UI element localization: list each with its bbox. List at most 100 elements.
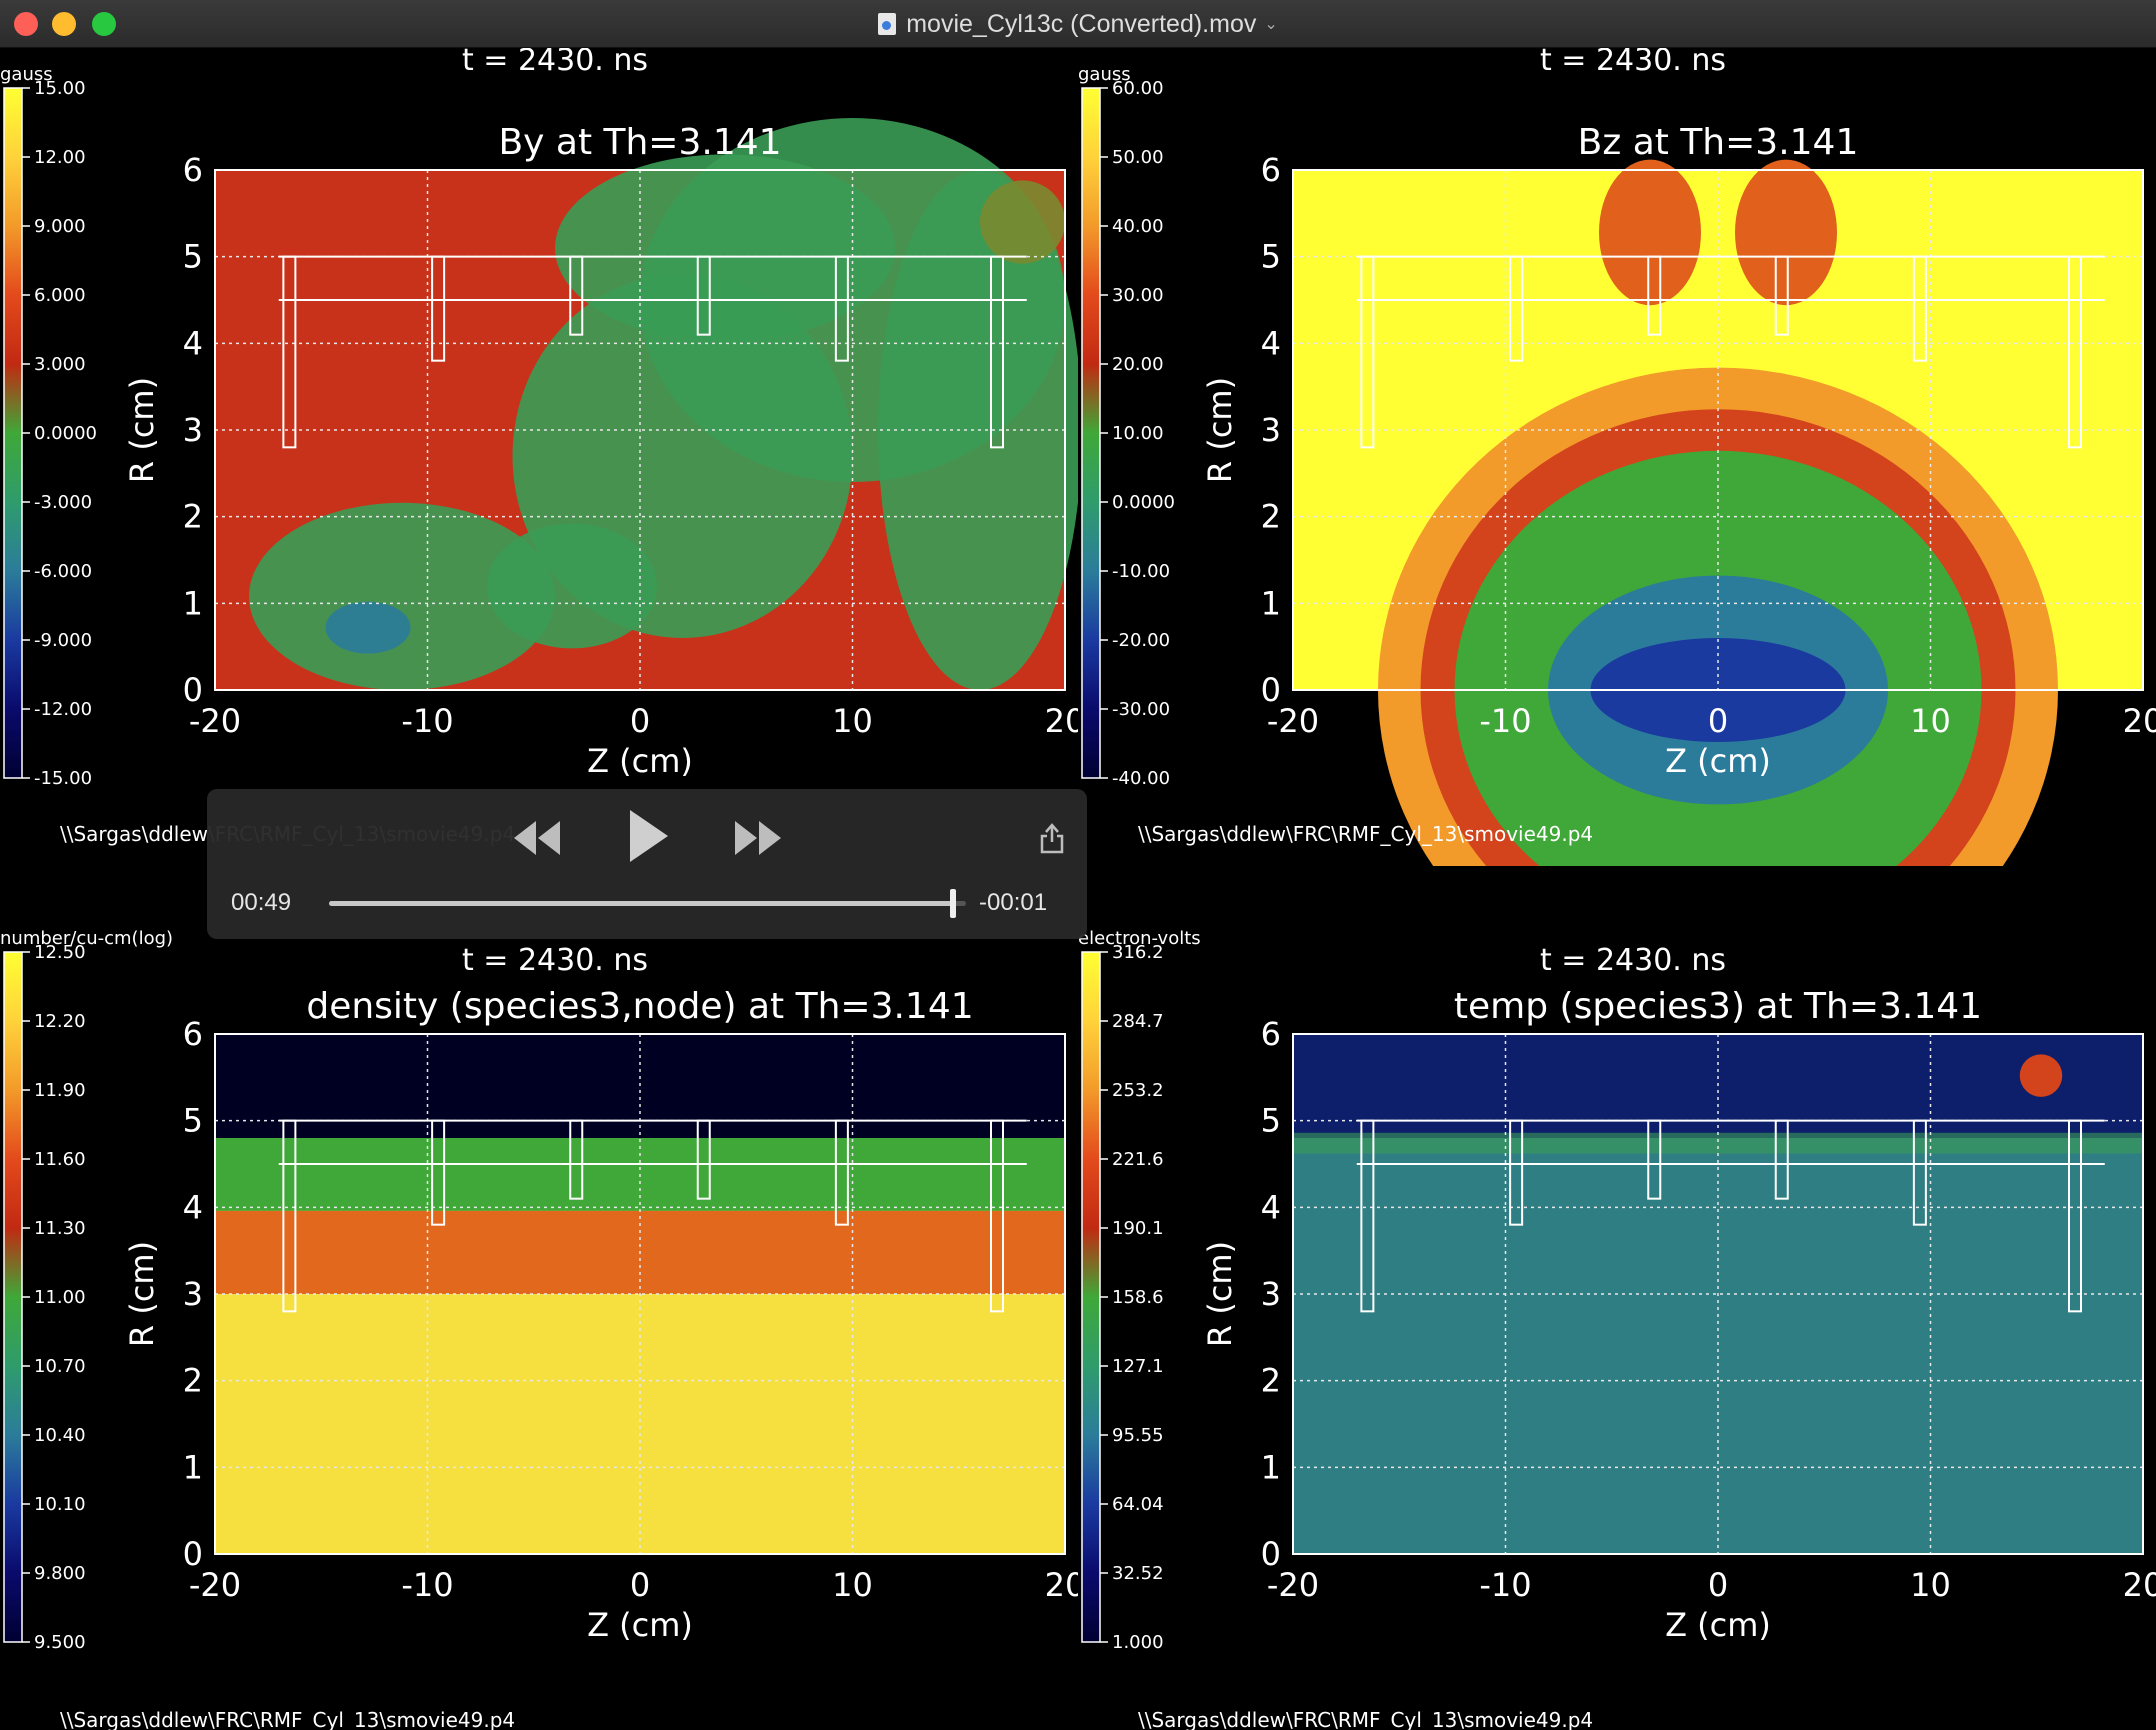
playback-controls: 00:49 -00:01 xyxy=(207,789,1087,939)
colorbar-tick-label: 60.00 xyxy=(1112,78,1164,99)
share-icon xyxy=(1040,823,1064,854)
colorbar-tick-label: -15.00 xyxy=(34,768,92,789)
colorbar-tick-label: 3.000 xyxy=(34,354,86,375)
movie-frame[interactable]: t = 2430. ns gauss 15.00 12.00 9.000 6.000 3.0… xyxy=(0,48,2156,1730)
colorbar-tick-label: 9.000 xyxy=(34,216,86,237)
rewind-button[interactable] xyxy=(510,817,562,859)
colorbar xyxy=(1081,87,1101,779)
plot-panel-1: t = 2430. ns gauss 15.00 12.00 9.000 6.000 3.0… xyxy=(0,48,1078,866)
y-axis-label: R (cm) xyxy=(1201,377,1239,483)
y-tick-label: 3 xyxy=(183,1275,203,1313)
scrubber-handle[interactable] xyxy=(950,889,957,918)
plot-frame xyxy=(214,169,1066,691)
coil-post xyxy=(569,255,584,336)
y-axis-label: R (cm) xyxy=(123,1241,161,1347)
y-tick-label: 2 xyxy=(1261,498,1281,536)
colorbar-tick-label: -40.00 xyxy=(1112,768,1170,789)
x-tick-label: 0 xyxy=(1708,702,1728,740)
colorbar-unit-label: electron-volts xyxy=(1078,928,1201,949)
colorbar xyxy=(3,87,23,779)
y-tick-label: 3 xyxy=(1261,1275,1281,1313)
coil-post xyxy=(1509,1119,1524,1226)
play-button[interactable] xyxy=(626,807,670,865)
footer-path: \\Sargas\ddlew\FRC\RMF_Cyl_13\smovie49.p… xyxy=(60,1708,515,1730)
time-label: t = 2430. ns xyxy=(462,48,648,78)
y-tick-label: 4 xyxy=(1261,324,1281,362)
colorbar-tick-label: 11.60 xyxy=(34,1149,86,1170)
colorbar-tick-label: 30.00 xyxy=(1112,285,1164,306)
x-tick-label: 10 xyxy=(1910,1566,1951,1604)
fast-forward-button[interactable] xyxy=(733,817,785,859)
colorbar-tick-label: 10.00 xyxy=(1112,423,1164,444)
play-icon xyxy=(630,810,668,862)
x-tick-label: 10 xyxy=(1910,702,1951,740)
y-tick-label: 0 xyxy=(183,671,203,709)
y-tick-label: 3 xyxy=(1261,411,1281,449)
y-tick-label: 2 xyxy=(183,1362,203,1400)
colorbar-tick-label: 15.00 xyxy=(34,78,86,99)
x-tick-label: 20 xyxy=(2123,702,2156,740)
plot-title: temp (species3) at Th=3.141 xyxy=(1454,986,1982,1027)
scrubber-track[interactable] xyxy=(329,889,966,918)
plot-canvas: t = 2430. ns number/cu-cm(log)12.50 12.20 1… xyxy=(0,928,1078,1730)
colorbar-tick-label: 1.000 xyxy=(1112,1632,1164,1653)
coil-post xyxy=(2068,1119,2082,1313)
coil-post xyxy=(1647,255,1662,336)
zoom-window-button[interactable] xyxy=(92,12,116,36)
y-tick-label: 6 xyxy=(183,151,203,189)
colorbar-tick-label: -9.000 xyxy=(34,630,92,651)
coil-post xyxy=(834,255,849,362)
minimize-window-button[interactable] xyxy=(52,12,76,36)
colorbar-tick-label: 0.0000 xyxy=(34,423,97,444)
colorbar-tick-label: 10.40 xyxy=(34,1425,86,1446)
colorbar-tick-label: 9.800 xyxy=(34,1563,86,1584)
coil-post xyxy=(431,255,446,362)
footer-path: \\Sargas\ddlew\FRC\RMF_Cyl_13\smovie49.p… xyxy=(1138,822,1593,846)
colorbar-tick-label: 253.2 xyxy=(1112,1080,1164,1101)
y-tick-label: 6 xyxy=(183,1015,203,1053)
colorbar-tick-label: 6.000 xyxy=(34,285,86,306)
colorbar-tick-label: -12.00 xyxy=(34,699,92,720)
plot-title: density (species3,node) at Th=3.141 xyxy=(306,986,973,1027)
y-axis-label: R (cm) xyxy=(123,377,161,483)
colorbar-tick-label: -30.00 xyxy=(1112,699,1170,720)
rewind-icon xyxy=(514,821,560,855)
y-tick-label: 1 xyxy=(183,584,203,622)
x-axis-label: Z (cm) xyxy=(587,1606,693,1644)
plot-frame xyxy=(1292,169,2144,691)
colorbar-tick-label: 32.52 xyxy=(1112,1563,1164,1584)
coil-post xyxy=(1647,1119,1662,1200)
colorbar-tick-label: -10.00 xyxy=(1112,561,1170,582)
fast-forward-icon xyxy=(735,821,781,855)
window-titlebar: movie_Cyl13c (Converted).mov ⌄ xyxy=(0,0,2156,48)
coil-post xyxy=(1912,255,1927,362)
colorbar-tick-label: 50.00 xyxy=(1112,147,1164,168)
x-tick-label: 0 xyxy=(630,1566,650,1604)
share-button[interactable] xyxy=(1039,821,1065,855)
coil-post xyxy=(431,1119,446,1226)
close-window-button[interactable] xyxy=(14,12,38,36)
colorbar-tick-label: 221.6 xyxy=(1112,1149,1164,1170)
colorbar-tick-label: 11.30 xyxy=(34,1218,86,1239)
x-tick-label: -10 xyxy=(401,702,453,740)
chevron-down-icon: ⌄ xyxy=(1264,16,1278,33)
x-tick-label: -10 xyxy=(401,1566,453,1604)
coil-post xyxy=(1774,1119,1789,1200)
coil-post xyxy=(1912,1119,1927,1226)
window-title[interactable]: movie_Cyl13c (Converted).mov ⌄ xyxy=(0,10,2156,39)
colorbar-tick-label: 9.500 xyxy=(34,1632,86,1653)
quicktime-document-icon xyxy=(878,13,897,35)
x-tick-label: 10 xyxy=(832,702,873,740)
colorbar-tick-label: 64.04 xyxy=(1112,1494,1164,1515)
coil-post xyxy=(696,1119,711,1200)
y-tick-label: 0 xyxy=(1261,671,1281,709)
colorbar-tick-label: 127.1 xyxy=(1112,1356,1164,1377)
plot-title: By at Th=3.141 xyxy=(498,122,781,163)
colorbar-tick-label: -3.000 xyxy=(34,492,92,513)
colorbar-tick-label: 40.00 xyxy=(1112,216,1164,237)
coil-post xyxy=(282,1119,297,1313)
colorbar-tick-label: 95.55 xyxy=(1112,1425,1164,1446)
window-title-text: movie_Cyl13c (Converted).mov xyxy=(906,10,1257,38)
x-tick-label: -20 xyxy=(1267,1566,1319,1604)
